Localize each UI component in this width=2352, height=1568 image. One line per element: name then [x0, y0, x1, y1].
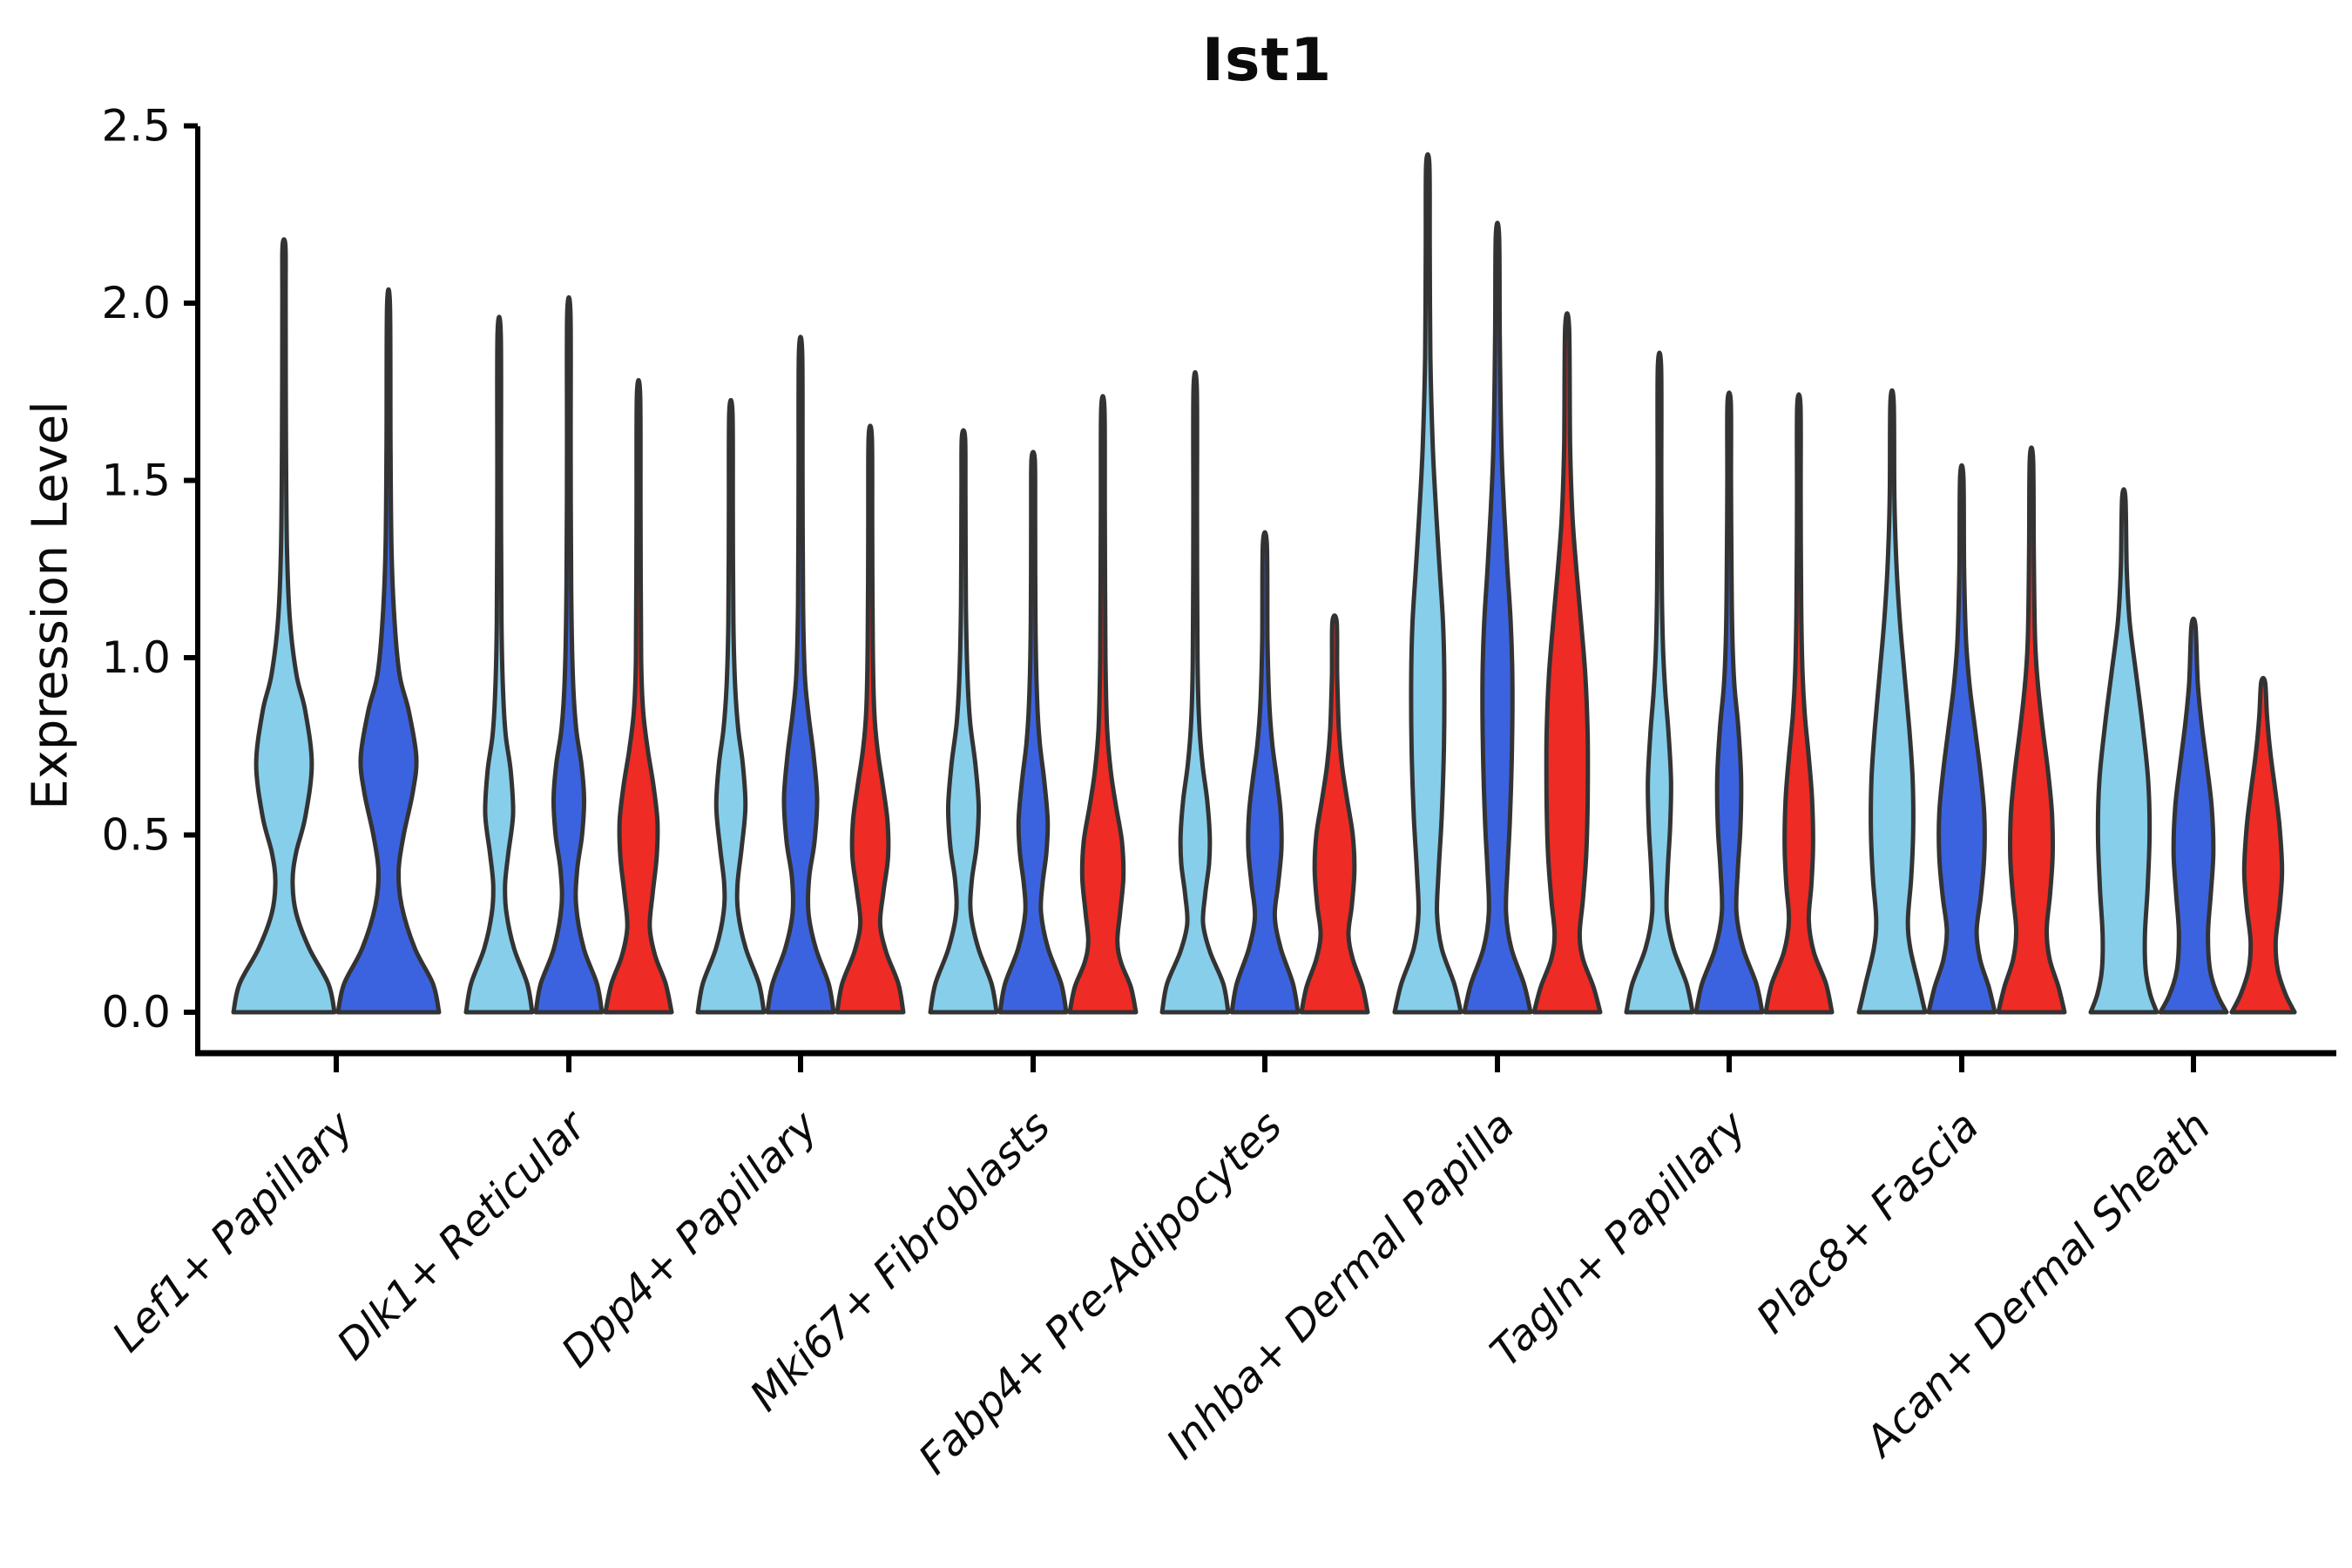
- violin-4-dark_blue: [997, 449, 1069, 1015]
- y-tick-label: 0.0: [101, 987, 171, 1037]
- violin-7-dark_blue: [1693, 390, 1765, 1015]
- violin-4-light_blue: [928, 428, 999, 1015]
- violin-6-light_blue: [1392, 152, 1463, 1015]
- violin-3-dark_blue: [765, 335, 836, 1015]
- y-tick-label: 1.0: [101, 632, 171, 683]
- x-tick-label: Lef1+ Papillary: [103, 1101, 363, 1362]
- violin-9-light_blue: [2088, 487, 2159, 1015]
- violin-8-light_blue: [1856, 388, 1928, 1015]
- violin-2-dark_blue: [533, 294, 605, 1015]
- violin-5-dark_blue: [1229, 530, 1301, 1015]
- y-tick-label: 2.5: [101, 101, 171, 152]
- violin-5-light_blue: [1159, 369, 1231, 1015]
- violin-2-light_blue: [463, 314, 535, 1015]
- violin-1-light_blue: [231, 237, 337, 1015]
- violin-6-red: [1531, 311, 1603, 1015]
- y-tick-label: 2.0: [101, 278, 171, 328]
- y-tick-label: 1.5: [101, 456, 171, 506]
- y-tick-label: 0.5: [101, 810, 171, 861]
- violin-8-dark_blue: [1926, 463, 1997, 1015]
- y-axis-label: Expression Level: [22, 401, 79, 810]
- violin-4-red: [1067, 394, 1139, 1015]
- violin-6-dark_blue: [1462, 220, 1533, 1015]
- violin-2-red: [603, 378, 674, 1015]
- violin-7-red: [1763, 392, 1835, 1015]
- violin-5-red: [1299, 613, 1370, 1015]
- x-tick-label: Plac8+ Fascia: [1747, 1102, 1989, 1343]
- violin-9-dark_blue: [2158, 616, 2229, 1015]
- violin-9-red: [2229, 675, 2297, 1015]
- violin-3-light_blue: [695, 397, 767, 1015]
- violin-8-red: [1996, 445, 2067, 1015]
- x-tick-label: Dpp4+ Papillary: [552, 1101, 828, 1376]
- x-tick-label: Dlk1+ Reticular: [328, 1100, 598, 1370]
- violin-1-dark_blue: [335, 287, 442, 1015]
- violin-3-red: [835, 423, 906, 1015]
- chart-title: Ist1: [1201, 26, 1333, 95]
- x-tick-label: Tagln+ Papillary: [1481, 1101, 1756, 1376]
- violin-7-light_blue: [1624, 350, 1695, 1015]
